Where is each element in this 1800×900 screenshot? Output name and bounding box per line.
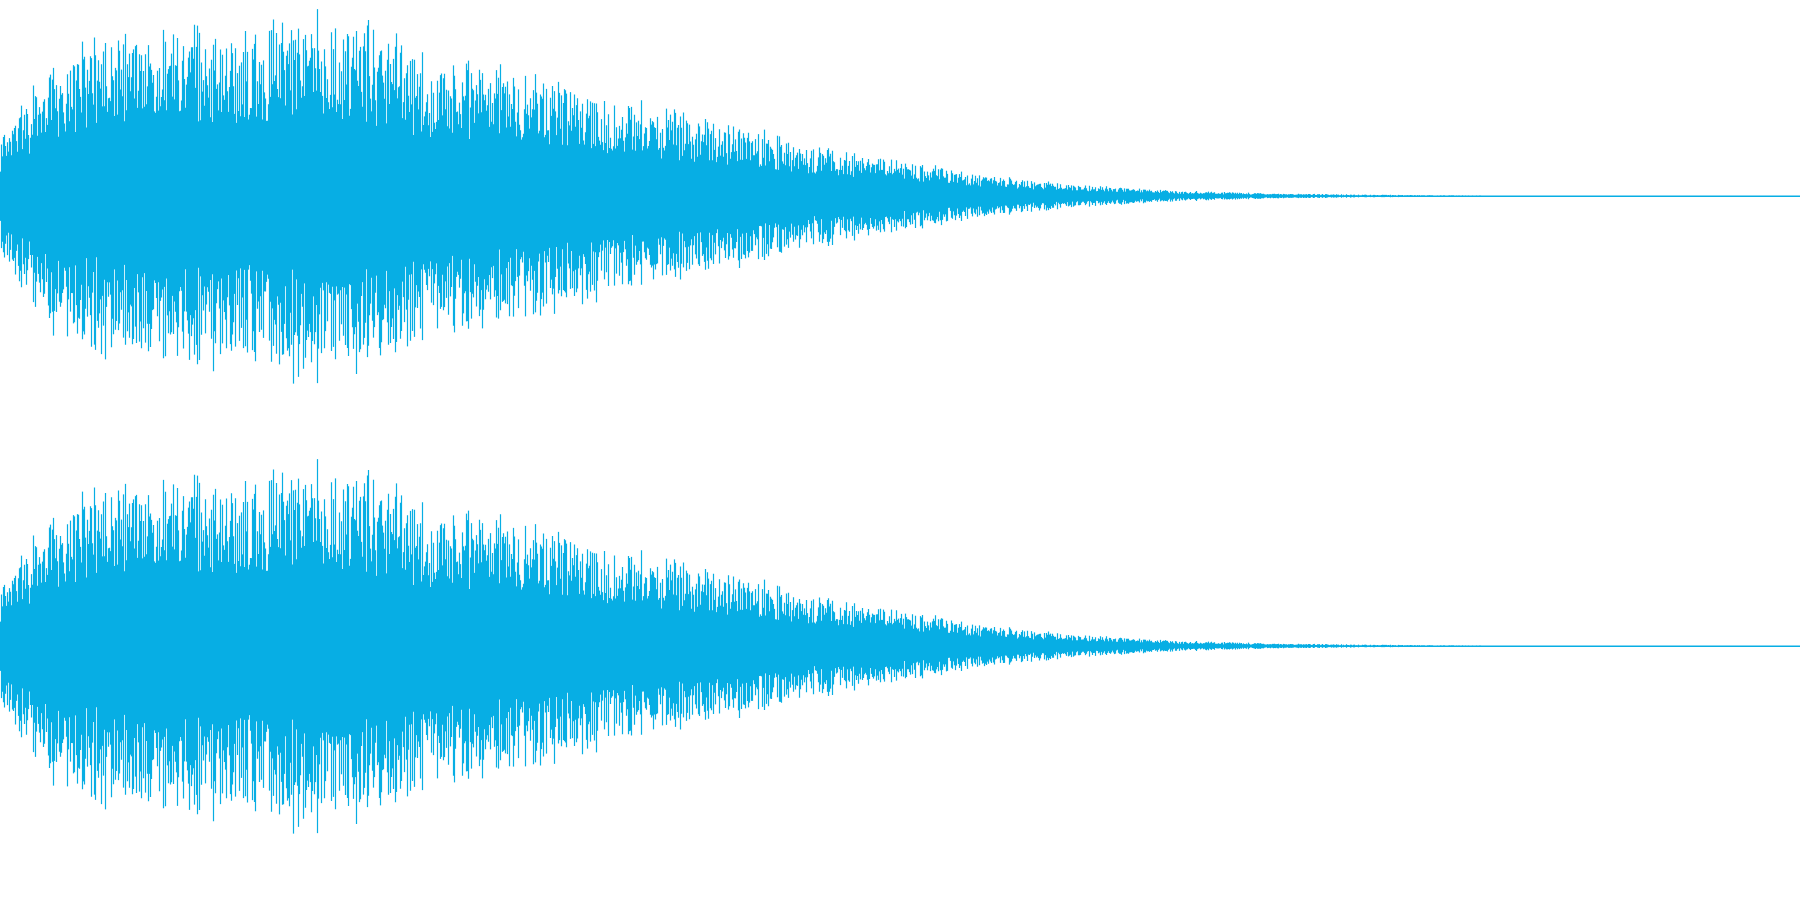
channel-bottom-waveform <box>0 459 1800 834</box>
channel-top-waveform <box>0 9 1800 384</box>
